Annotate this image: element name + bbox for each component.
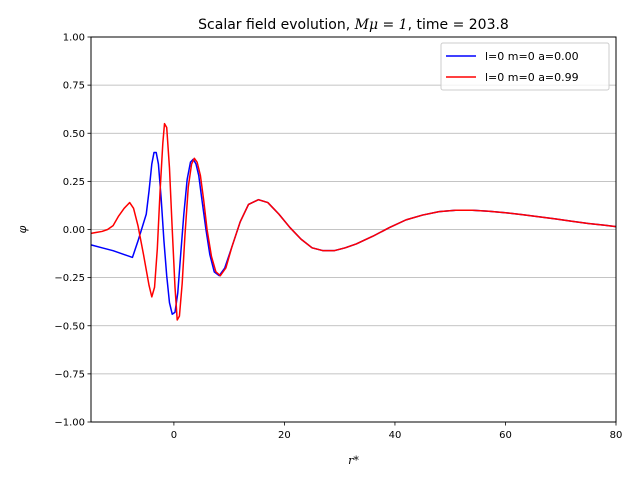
y-tick-label: −0.75	[54, 369, 85, 380]
y-axis-label: φ	[16, 225, 29, 233]
x-axis-label: r*	[348, 454, 359, 467]
legend-label-series-1: l=0 m=0 a=0.99	[485, 71, 579, 84]
x-tick-label: 40	[389, 430, 402, 441]
series-layer	[90, 122, 617, 321]
legend-box	[440, 42, 610, 91]
legend: l=0 m=0 a=0.00 l=0 m=0 a=0.99	[440, 42, 610, 91]
y-tick-label: 0.50	[63, 129, 85, 140]
chart-title: Scalar field evolution, Mμ = 1, time = 2…	[198, 17, 509, 33]
chart-title-math: Mμ = 1	[354, 17, 408, 33]
legend-label-series-0: l=0 m=0 a=0.00	[485, 50, 579, 63]
chart-title-main: Scalar field evolution,	[198, 17, 354, 33]
y-tick-label: 0.00	[63, 225, 85, 236]
chart-title-time: , time = 203.8	[408, 17, 509, 33]
y-tick-label: −1.00	[54, 418, 85, 429]
x-tick-label: 60	[499, 430, 512, 441]
y-tick-label: −0.25	[54, 273, 85, 284]
y-tick-label: 0.75	[63, 81, 85, 92]
x-tick-label: 0	[171, 430, 177, 441]
x-tick-label: 80	[610, 430, 623, 441]
tick-layer: −1.00 −0.75 −0.50 −0.25 0.00 0.25 0.50 0.75 1.00…	[54, 33, 622, 442]
y-tick-label: 1.00	[63, 33, 85, 44]
y-tick-label: −0.50	[54, 321, 85, 332]
series-line-1	[90, 122, 617, 321]
x-tick-label: 20	[278, 430, 291, 441]
y-tick-label: 0.25	[63, 177, 85, 188]
